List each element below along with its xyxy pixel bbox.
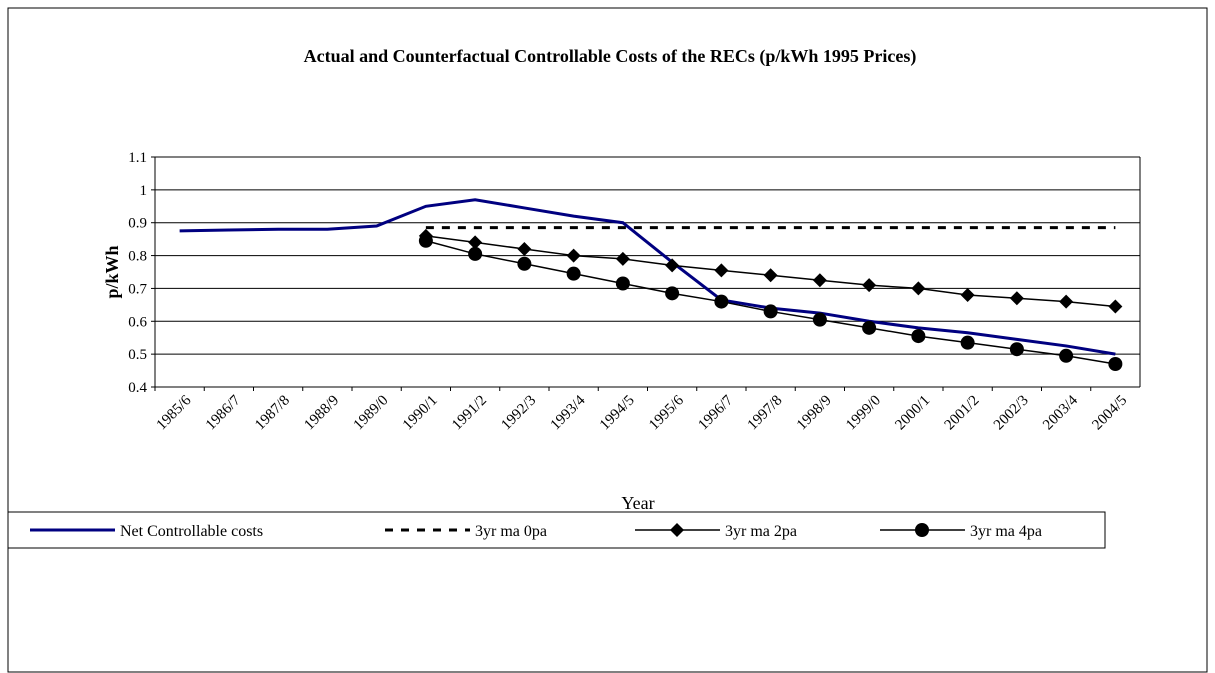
data-point [566,266,581,281]
data-point [1059,348,1074,363]
data-point [960,335,975,350]
x-tick-label: 1986/7 [203,392,244,433]
x-tick-label: 1996/7 [695,392,736,433]
legend-label: 3yr ma 4pa [970,523,1042,540]
data-point [1059,294,1074,309]
data-point [1108,299,1123,314]
x-tick-label: 1994/5 [597,393,638,434]
legend-marker [915,523,929,537]
data-point [468,235,483,250]
data-point [517,242,532,256]
data-point [1009,342,1024,357]
data-point [665,286,680,301]
data-point [763,304,778,319]
y-tick-label: 0.4 [128,380,147,396]
data-point [763,268,778,283]
y-tick-label: 1.1 [128,150,147,166]
data-point [911,329,926,344]
chart-frame [7,7,1208,673]
legend-label: 3yr ma 2pa [725,523,797,540]
x-tick-label: 1993/4 [548,392,589,433]
legend-label: 3yr ma 0pa [475,523,547,540]
x-tick-label: 1991/2 [449,393,490,434]
x-tick-label: 1995/6 [646,392,687,433]
data-point [517,256,532,271]
y-tick-label: 0.9 [128,216,147,232]
y-tick-label: 0.6 [128,314,147,330]
x-tick-label: 1992/3 [498,393,539,434]
y-tick-label: 0.5 [128,347,147,363]
x-tick-label: 1988/9 [301,393,342,434]
data-point [714,294,729,309]
series-line [179,198,1116,356]
data-point [468,246,483,261]
x-tick-label: 2003/4 [1040,392,1081,433]
y-tick-label: 1 [140,183,148,199]
x-tick-label: 2000/1 [892,393,933,434]
chart-title: Actual and Counterfactual Controllable C… [304,46,917,67]
data-point [960,288,975,302]
data-point [1009,291,1024,306]
x-axis-label: Year [621,493,654,513]
data-point [862,278,877,293]
x-tick-label: 2002/3 [991,393,1032,434]
data-point [714,263,729,278]
data-point [1108,357,1123,371]
x-tick-label: 1998/9 [794,393,835,434]
x-tick-label: 1990/1 [400,393,441,434]
data-point [862,320,877,335]
data-point [418,233,433,248]
x-tick-label: 2001/2 [942,393,983,434]
x-tick-label: 1999/0 [843,393,884,434]
legend-marker [670,523,684,537]
data-point [812,312,827,327]
data-point [566,248,581,263]
x-tick-label: 1985/6 [154,392,195,433]
data-point [665,258,680,273]
y-tick-label: 0.7 [128,281,147,297]
y-tick-label: 0.8 [128,249,147,265]
x-tick-label: 1989/0 [351,393,392,434]
data-point [812,273,827,288]
y-axis-label: p/kWh [102,245,122,298]
legend-box [7,511,1106,549]
x-tick-label: 1997/8 [745,393,786,434]
data-point [615,276,630,291]
data-point [615,251,630,266]
x-tick-label: 1987/8 [252,393,293,434]
legend-label: Net Controllable costs [120,523,263,540]
x-tick-label: 2004/5 [1089,393,1130,434]
data-point [911,281,926,296]
